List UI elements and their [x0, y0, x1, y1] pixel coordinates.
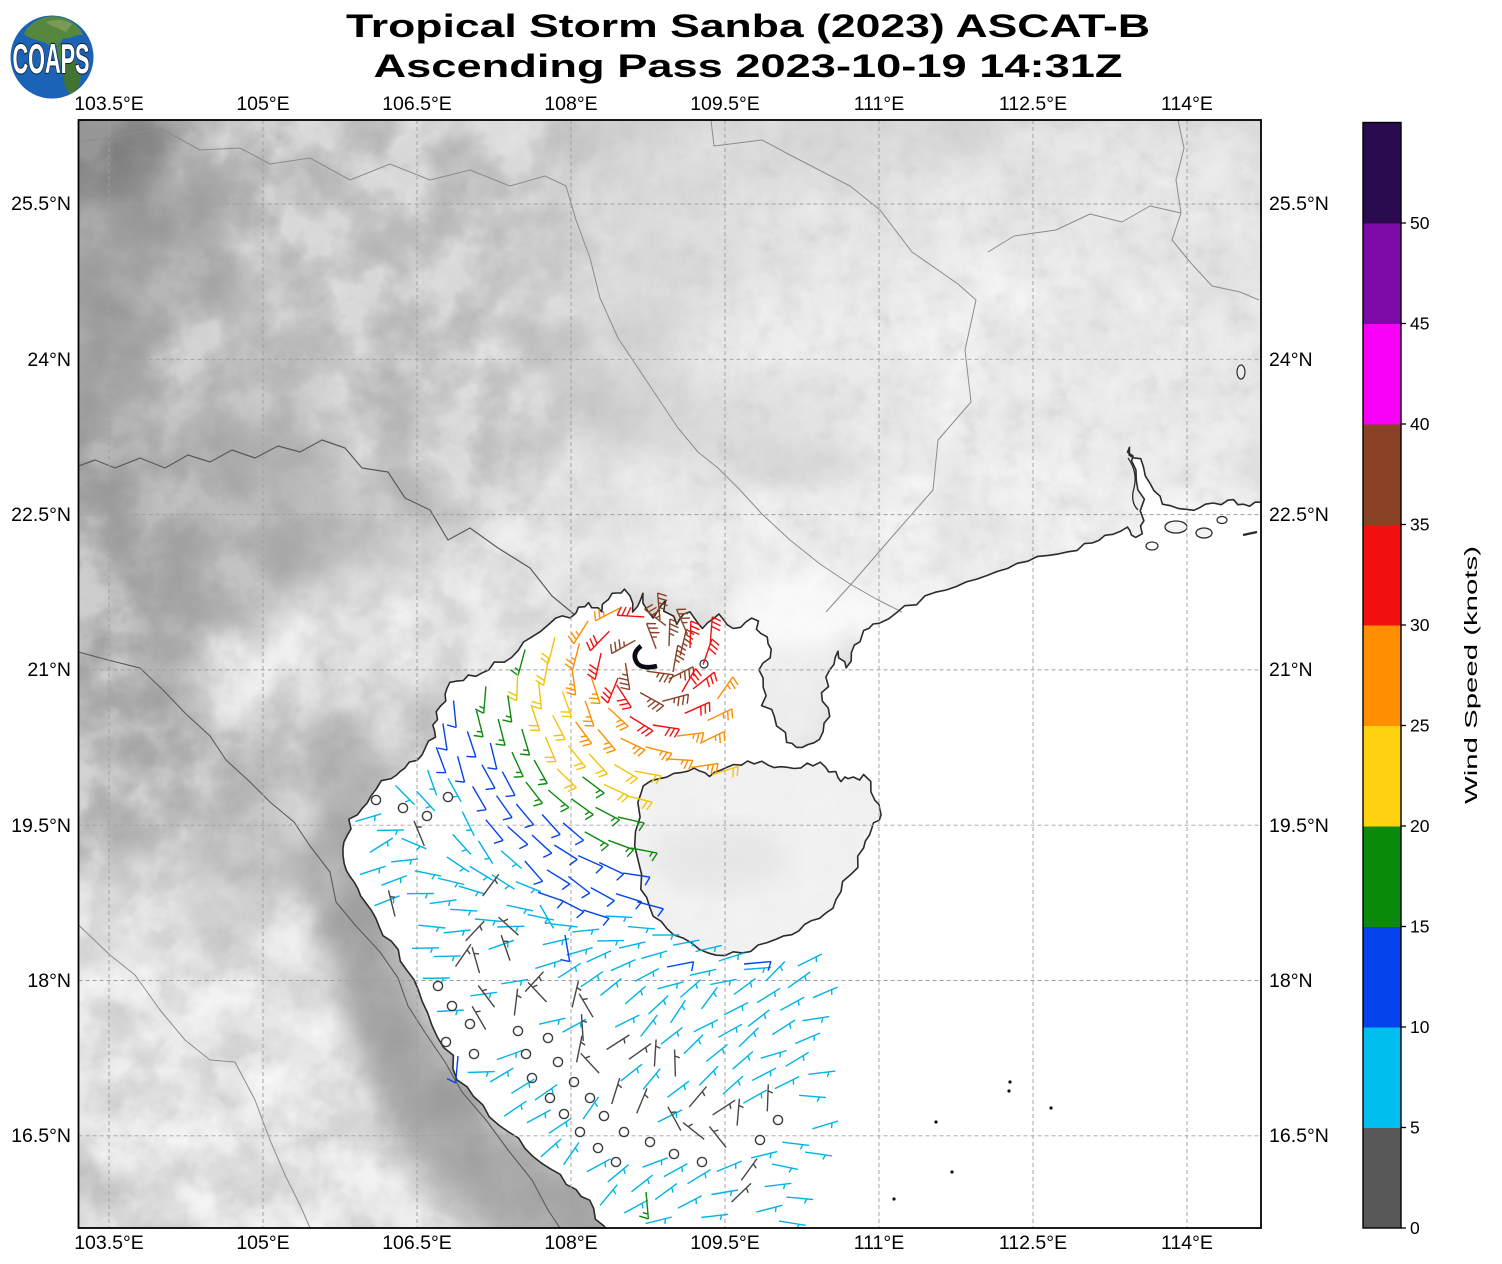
svg-text:105°E: 105°E	[236, 1232, 289, 1254]
svg-text:106.5°E: 106.5°E	[382, 1232, 452, 1254]
svg-text:108°E: 108°E	[544, 93, 597, 115]
svg-text:22.5°N: 22.5°N	[11, 504, 71, 526]
svg-text:108°E: 108°E	[544, 1232, 597, 1254]
svg-text:16.5°N: 16.5°N	[1269, 1125, 1329, 1147]
svg-text:25: 25	[1410, 716, 1429, 736]
svg-text:103.5°E: 103.5°E	[74, 93, 144, 115]
svg-text:18°N: 18°N	[1269, 970, 1313, 992]
svg-text:24°N: 24°N	[1269, 349, 1313, 371]
svg-text:22.5°N: 22.5°N	[1269, 504, 1329, 526]
svg-text:111°E: 111°E	[854, 93, 904, 115]
svg-text:112.5°E: 112.5°E	[999, 93, 1067, 115]
svg-text:10: 10	[1410, 1017, 1430, 1037]
svg-text:16.5°N: 16.5°N	[11, 1125, 71, 1147]
svg-text:Ascending Pass 2023-10-19 14:3: Ascending Pass 2023-10-19 14:31Z	[374, 48, 1123, 84]
svg-text:111°E: 111°E	[854, 1232, 904, 1254]
svg-text:105°E: 105°E	[236, 93, 289, 115]
svg-text:25.5°N: 25.5°N	[1269, 193, 1329, 215]
svg-text:21°N: 21°N	[1269, 659, 1313, 681]
svg-text:25.5°N: 25.5°N	[11, 193, 71, 215]
svg-text:5: 5	[1410, 1118, 1420, 1138]
svg-text:40: 40	[1410, 414, 1430, 434]
svg-text:24°N: 24°N	[27, 349, 71, 371]
svg-text:103.5°E: 103.5°E	[74, 1232, 144, 1254]
svg-text:0: 0	[1410, 1218, 1420, 1238]
svg-text:15: 15	[1410, 917, 1429, 937]
svg-text:30: 30	[1410, 615, 1430, 635]
svg-text:106.5°E: 106.5°E	[382, 93, 452, 115]
svg-text:Wind Speed (knots): Wind Speed (knots)	[1461, 546, 1481, 804]
svg-text:45: 45	[1410, 314, 1429, 334]
svg-text:COAPS: COAPS	[13, 35, 90, 82]
svg-text:109.5°E: 109.5°E	[690, 1232, 760, 1254]
svg-text:50: 50	[1410, 213, 1430, 233]
svg-text:114°E: 114°E	[1161, 93, 1213, 115]
svg-text:20: 20	[1410, 816, 1430, 836]
svg-text:18°N: 18°N	[27, 970, 71, 992]
svg-text:35: 35	[1410, 515, 1429, 535]
svg-text:114°E: 114°E	[1161, 1232, 1213, 1254]
svg-text:109.5°E: 109.5°E	[690, 93, 760, 115]
svg-text:19.5°N: 19.5°N	[1269, 815, 1329, 837]
svg-text:19.5°N: 19.5°N	[11, 815, 71, 837]
svg-text:112.5°E: 112.5°E	[999, 1232, 1067, 1254]
svg-text:21°N: 21°N	[27, 659, 71, 681]
svg-text:Tropical Storm Sanba (2023) AS: Tropical Storm Sanba (2023) ASCAT-B	[346, 8, 1150, 44]
